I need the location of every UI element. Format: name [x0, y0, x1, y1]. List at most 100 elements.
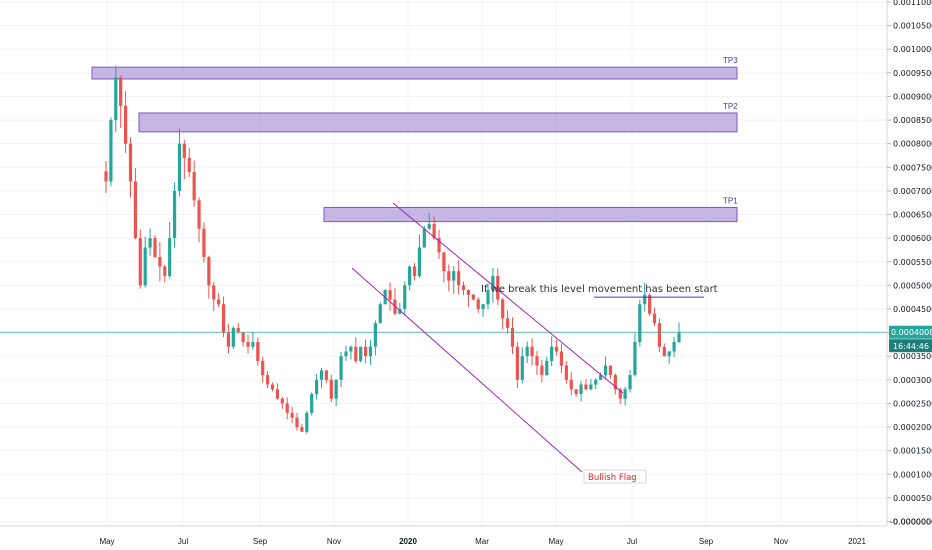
- candle-body: [378, 304, 382, 324]
- candle-body: [280, 398, 284, 404]
- candle-body: [417, 247, 422, 276]
- candle-body: [310, 393, 314, 413]
- candle-body: [300, 427, 304, 432]
- candle-body: [613, 375, 617, 390]
- flag-label: Bullish Flag: [588, 473, 637, 483]
- price-tick-label: 0.0005000: [893, 281, 932, 290]
- candle-body: [363, 346, 368, 357]
- candle-body: [569, 379, 573, 390]
- candle-body: [442, 252, 446, 272]
- candle-body: [295, 417, 299, 428]
- price-tick-label: 0.0001500: [893, 447, 932, 456]
- candle-body: [412, 266, 417, 276]
- candle-body: [457, 271, 461, 286]
- price-tick-label: 0.0008500: [893, 116, 932, 125]
- candle-body: [623, 389, 627, 399]
- candle-body: [207, 257, 211, 286]
- candle-body: [574, 389, 578, 394]
- candle-body: [158, 257, 162, 267]
- candle-body: [109, 120, 113, 182]
- candle-body: [486, 290, 490, 305]
- candle-body: [236, 327, 240, 333]
- candle-body: [373, 323, 377, 347]
- price-axis[interactable]: 0.0011000 0.0010500 0.0010000 0.0009500 0.00…: [887, 0, 932, 527]
- candle-body: [662, 346, 666, 357]
- flag-label-box: [583, 469, 647, 484]
- candle-body: [119, 77, 123, 106]
- candle-body: [143, 247, 147, 286]
- candle-body: [584, 384, 588, 390]
- candle-body: [290, 412, 294, 418]
- candle-body: [168, 238, 172, 276]
- candle-body: [466, 290, 471, 295]
- candle-body: [594, 379, 598, 385]
- candle-body: [554, 346, 559, 352]
- countdown-value: 16:44:46: [893, 342, 929, 351]
- time-tick-label: Mar: [475, 537, 489, 546]
- candle-body: [398, 308, 402, 314]
- take-profit-zones[interactable]: TP3 TP2 TP1: [91, 56, 738, 223]
- candle-body: [226, 332, 231, 347]
- candle-body: [270, 384, 275, 390]
- candle-body: [579, 384, 583, 394]
- candle-body: [359, 346, 363, 361]
- candle-body: [334, 379, 338, 399]
- candles: [104, 65, 681, 434]
- candle-body: [403, 285, 407, 309]
- time-tick-label: Nov: [327, 537, 341, 546]
- candle-body: [314, 379, 319, 394]
- price-tag-value: 0.0004008: [891, 328, 932, 337]
- candle-body: [329, 379, 333, 399]
- channel-lower-line: [351, 267, 583, 473]
- candle-body: [163, 266, 167, 276]
- price-tick-label: 0.0008000: [893, 140, 932, 149]
- time-axis[interactable]: May Jul Sep Nov 2020 Mar May Jul Sep Nov 2021: [99, 537, 866, 546]
- candle-body: [153, 238, 157, 258]
- candle-body: [505, 318, 510, 328]
- candle-body: [510, 327, 515, 347]
- price-tick-label: 0.0001000: [893, 470, 932, 479]
- candle-body: [447, 271, 451, 281]
- candle-body: [368, 346, 373, 357]
- candle-body: [496, 275, 500, 300]
- candle-body: [648, 294, 652, 314]
- price-tick-label: 0.0006000: [893, 234, 932, 243]
- candle-body: [608, 365, 613, 376]
- price-tick-label: 0.0011000: [893, 0, 932, 7]
- price-tick-label: 0.0000500: [893, 494, 932, 503]
- price-tick-label: 0.0009500: [893, 69, 932, 78]
- candle-body: [667, 351, 671, 357]
- price-tick-label: 0.0010000: [893, 45, 932, 54]
- candle-body: [261, 360, 265, 376]
- time-tick-label: Jul: [627, 537, 637, 546]
- time-tick-label: Sep: [699, 537, 714, 546]
- candle-body: [212, 285, 216, 300]
- candle-body: [319, 370, 324, 380]
- channel-upper-line: [392, 202, 624, 394]
- price-tick-label: 0.0004500: [893, 305, 932, 314]
- candle-body: [530, 346, 534, 357]
- price-tick-label: 0.0003500: [893, 352, 932, 361]
- candle-body: [643, 294, 647, 305]
- price-tick-label: 0.0009000: [893, 92, 932, 101]
- candle-body: [545, 360, 549, 376]
- candle-body: [354, 346, 358, 361]
- candle-body: [187, 157, 191, 173]
- price-tick-label: -0.0000000: [890, 518, 932, 527]
- candle-body: [520, 356, 524, 380]
- drawings[interactable]: If we break this level movement has been…: [0, 202, 887, 484]
- candle-body: [481, 304, 485, 309]
- price-tick-label: 0.0007000: [893, 187, 932, 196]
- price-tick-label: 0.0000000: [893, 518, 932, 527]
- candle-body: [182, 143, 186, 158]
- candle-body: [535, 356, 539, 366]
- candle-body: [672, 342, 676, 352]
- candle-body: [285, 403, 289, 413]
- zone-label-tp2: TP2: [723, 102, 738, 111]
- candle-body: [677, 332, 681, 343]
- candle-body: [217, 299, 221, 305]
- zone-tp2: [138, 112, 738, 133]
- candle-body: [515, 346, 519, 380]
- candle-body: [476, 299, 480, 309]
